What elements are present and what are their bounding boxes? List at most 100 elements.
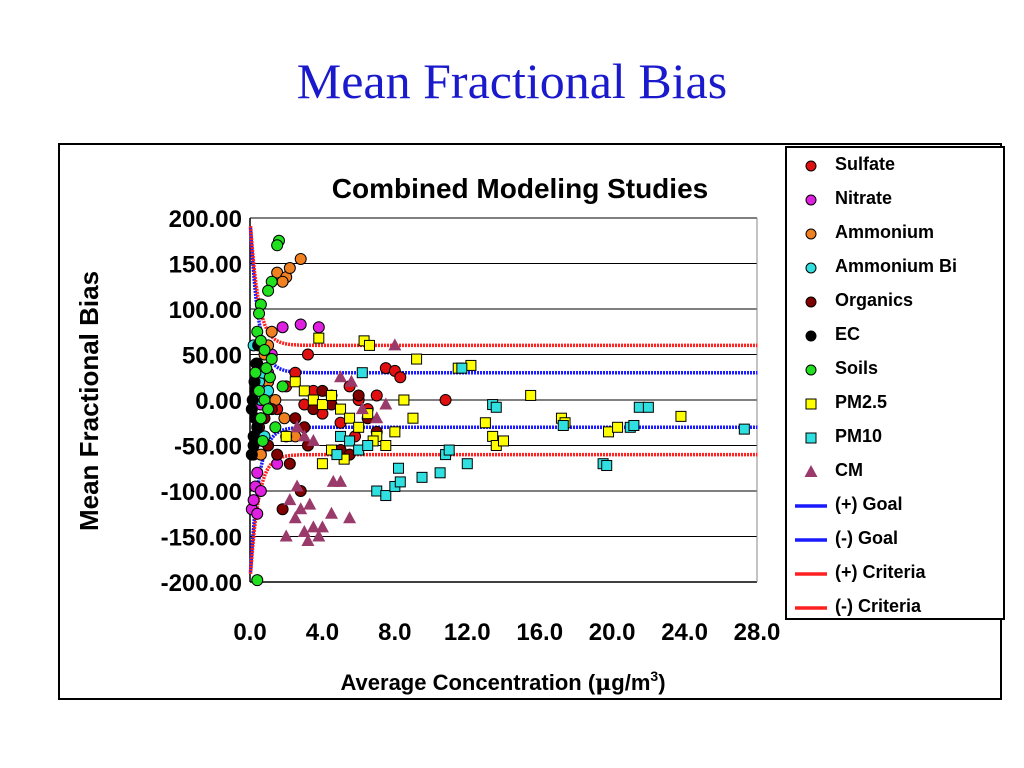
legend-swatch (805, 194, 817, 206)
data-point (276, 321, 289, 334)
data-point (276, 275, 289, 288)
data-point (247, 494, 260, 507)
legend-item: Ammonium Bi (787, 251, 1003, 285)
data-point (498, 435, 509, 447)
x-axis-label: Average Concentration (μg/m3) (340, 668, 665, 696)
data-point (633, 401, 645, 413)
data-point (325, 389, 337, 401)
x-axis-label-unit: g/m (611, 670, 650, 695)
legend-item: PM10 (787, 421, 1003, 455)
legend-item: Soils (787, 353, 1003, 387)
data-point (490, 401, 502, 413)
data-point (254, 485, 267, 497)
data-point (344, 435, 356, 447)
data-point (312, 529, 326, 542)
data-point (288, 511, 302, 524)
data-point (335, 430, 347, 442)
data-point (411, 353, 423, 365)
data-point (434, 467, 446, 479)
data-point (298, 385, 310, 397)
y-tick-label: -150.00 (161, 525, 242, 552)
legend-label: (-) Criteria (835, 596, 922, 616)
legend-item: PM2.5 (787, 387, 1003, 421)
legend-item: (-) Criteria (787, 591, 1003, 625)
data-point (380, 490, 392, 502)
legend-label: (-) Goal (835, 528, 898, 548)
data-point (312, 321, 325, 334)
data-point (465, 359, 477, 371)
y-tick-label: -200.00 (161, 570, 242, 597)
y-tick-label: 150.00 (169, 252, 242, 279)
legend-label: Organics (835, 290, 914, 310)
data-point (525, 389, 537, 401)
data-point (290, 420, 304, 433)
data-point (278, 412, 291, 425)
data-point (283, 457, 296, 470)
data-point (316, 399, 328, 411)
x-axis-label-close: ) (658, 670, 665, 695)
legend-item: Nitrate (787, 183, 1003, 217)
legend: Sulfate Nitrate Ammonium Ammonium Bi Organic… (785, 146, 1005, 620)
data-point (479, 417, 491, 429)
data-point (245, 403, 258, 416)
data-point (344, 412, 356, 424)
y-tick-label: 200.00 (169, 206, 242, 233)
data-point (416, 471, 428, 483)
plot-area: 200.00 150.00 100.00 50.00 0.00 -50.00 -100.00… (161, 206, 781, 646)
data-point (407, 412, 419, 424)
data-point (301, 534, 315, 547)
x-tick-label: 0.0 (233, 619, 266, 646)
data-point (362, 440, 374, 451)
y-tick-label: 100.00 (169, 297, 242, 324)
data-point (642, 401, 654, 413)
data-point (249, 366, 262, 379)
legend-item: (+) Goal (787, 489, 1003, 523)
data-point (315, 520, 329, 533)
data-point (283, 262, 296, 275)
data-point (271, 239, 284, 252)
legend-item: (-) Goal (787, 523, 1003, 557)
data-point (265, 325, 278, 338)
series-line (248, 227, 758, 375)
legend-label: Ammonium Bi (835, 256, 958, 276)
data-point (301, 348, 314, 361)
data-point (297, 524, 311, 537)
y-axis-label: Mean Fractional Bias (74, 271, 104, 531)
legend-swatch (805, 262, 817, 274)
legend-label: PM2.5 (835, 392, 888, 412)
legend-item: CM (787, 455, 1003, 489)
legend-swatch (805, 432, 817, 444)
data-point (352, 389, 365, 402)
legend-swatch (805, 364, 817, 376)
data-point (335, 403, 347, 415)
data-point (398, 394, 410, 406)
x-tick-label: 8.0 (378, 619, 411, 646)
data-point (461, 458, 473, 470)
data-point (388, 338, 402, 351)
data-point (289, 376, 301, 388)
data-point (306, 520, 320, 533)
legend-item: EC (787, 319, 1003, 353)
data-point (251, 574, 264, 587)
slide-title: Mean Fractional Bias (296, 53, 728, 109)
data-point (380, 440, 392, 451)
legend-swatch (805, 330, 817, 342)
data-point (290, 479, 304, 492)
data-point (262, 284, 275, 297)
x-axis-label-sup: 3 (650, 668, 658, 684)
x-tick-label: 28.0 (734, 619, 781, 646)
data-point (262, 403, 275, 416)
data-point (557, 419, 569, 431)
legend-label: Soils (835, 358, 879, 378)
data-point (394, 371, 407, 384)
legend-label: CM (835, 460, 863, 480)
data-point (612, 421, 624, 433)
data-point (355, 402, 369, 415)
data-point (324, 506, 338, 519)
legend-swatch (805, 160, 817, 172)
legend-label: Sulfate (835, 154, 896, 174)
data-point (353, 421, 365, 433)
data-point (306, 433, 320, 446)
data-point (276, 503, 289, 516)
